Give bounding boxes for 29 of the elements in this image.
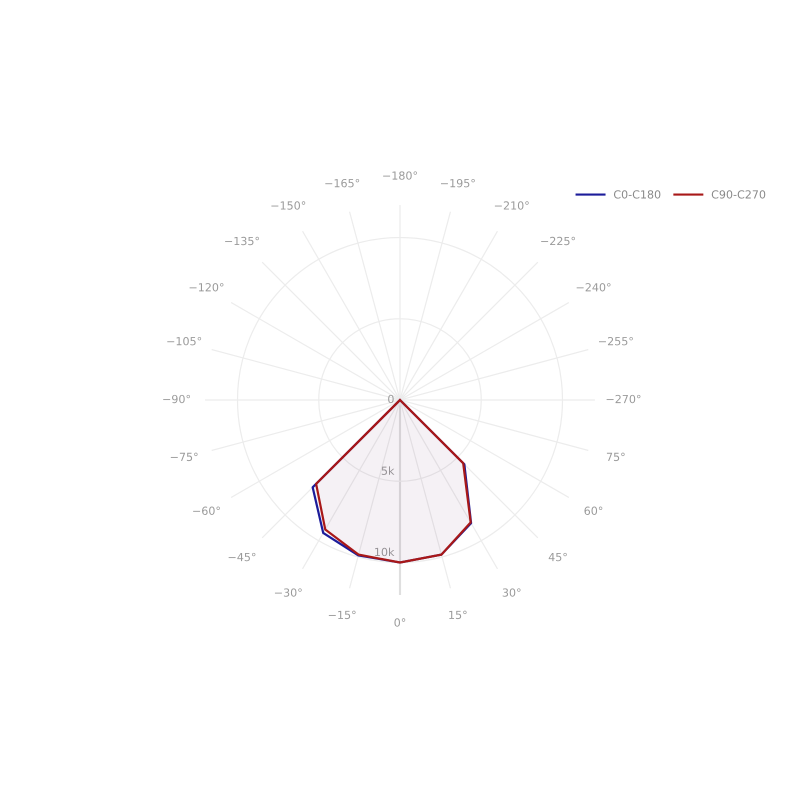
spoke-label: −105°	[167, 336, 202, 346]
spoke-label: −60°	[193, 506, 220, 515]
legend-label: C90-C270	[712, 190, 766, 199]
spoke-label: 15°	[449, 610, 467, 620]
spoke-label: 0°	[394, 618, 406, 627]
spoke-label: −30°	[274, 588, 302, 597]
spoke-label: 45°	[548, 552, 567, 562]
spoke-label: −135°	[225, 236, 259, 246]
spoke-label: −75°	[170, 452, 198, 462]
spoke-label: −45°	[228, 552, 256, 562]
spoke-label: −225°	[541, 236, 575, 246]
legend-label: C0-C180	[614, 190, 660, 199]
spoke-label: −150°	[271, 201, 306, 210]
spoke-label: −270°	[606, 394, 640, 404]
y-tick-label: 10k	[375, 548, 394, 556]
spoke-label: −210°	[494, 201, 529, 210]
spoke-label: −90°	[163, 394, 190, 404]
y-tick-label: 0	[388, 394, 394, 404]
spoke-label: 75°	[606, 452, 625, 462]
spoke-label: 60°	[584, 506, 602, 515]
spoke-label: −180°	[383, 171, 417, 180]
spoke-label: −15°	[328, 610, 356, 620]
y-tick-label: 5k	[382, 466, 394, 475]
spoke-label: −120°	[190, 283, 224, 292]
spoke-label: −165°	[325, 178, 360, 188]
spoke-label: 30°	[502, 588, 521, 597]
spoke-label: −240°	[576, 283, 611, 292]
spoke-label: −195°	[440, 178, 475, 188]
spoke-label: −255°	[598, 336, 633, 346]
